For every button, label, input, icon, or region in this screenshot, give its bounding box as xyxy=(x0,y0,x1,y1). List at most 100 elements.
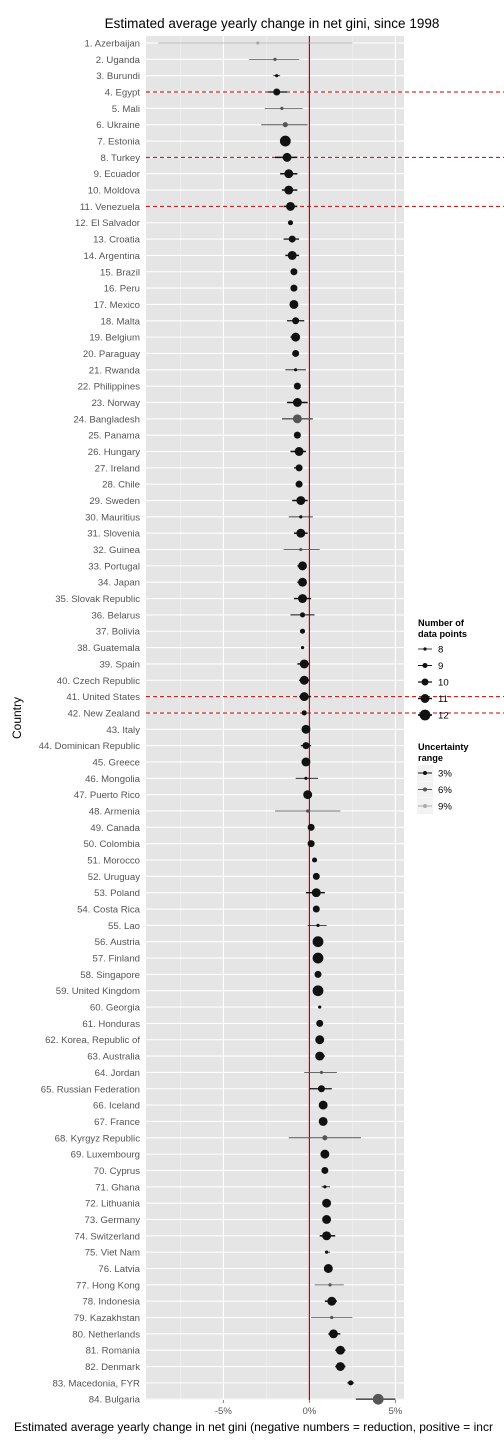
country-label: 6. Ukraine xyxy=(96,120,140,131)
country-label: 13. Croatia xyxy=(93,235,141,246)
legend-size-key xyxy=(421,694,430,703)
country-label: 78. Indonesia xyxy=(82,1297,140,1308)
country-label: 18. Malta xyxy=(101,316,141,327)
country-point xyxy=(373,1394,384,1405)
country-label: 28. Chile xyxy=(102,480,140,491)
chart-title: Estimated average yearly change in net g… xyxy=(105,16,440,31)
country-label: 77. Hong Kong xyxy=(76,1280,140,1291)
country-point xyxy=(292,317,299,324)
legend-size-label: 11 xyxy=(438,694,448,705)
country-point xyxy=(306,809,309,812)
country-label: 7. Estonia xyxy=(97,137,140,148)
country-point xyxy=(313,873,320,880)
country-point xyxy=(300,612,305,617)
country-point xyxy=(300,692,309,701)
country-label: 71. Ghana xyxy=(95,1182,140,1193)
country-point xyxy=(299,515,302,518)
country-label: 15. Brazil xyxy=(100,267,140,278)
country-point xyxy=(294,368,297,371)
country-label: 73. Germany xyxy=(85,1215,141,1226)
country-point xyxy=(308,840,315,847)
legend-size-title: data points xyxy=(418,629,467,639)
country-label: 72. Lithuania xyxy=(85,1199,141,1210)
country-point xyxy=(313,906,320,913)
country-label: 68. Kyrgyz Republic xyxy=(55,1133,141,1144)
country-label: 67. France xyxy=(94,1117,140,1128)
country-point xyxy=(323,1185,326,1188)
country-label: 64. Jordan xyxy=(95,1068,140,1079)
country-label: 17. Mexico xyxy=(94,300,140,311)
country-point xyxy=(300,676,309,685)
country-point xyxy=(295,447,304,456)
country-point xyxy=(316,924,319,927)
legend-size-key xyxy=(422,663,427,668)
country-label: 51. Morocco xyxy=(87,856,140,867)
country-label: 81. Romania xyxy=(86,1346,141,1357)
country-point xyxy=(329,1329,338,1338)
country-label: 40. Czech Republic xyxy=(57,676,140,687)
country-label: 30. Mauritius xyxy=(85,512,140,523)
country-point xyxy=(294,432,301,439)
country-label: 56. Austria xyxy=(95,937,141,948)
country-label: 42. New Zealand xyxy=(67,708,140,719)
country-label: 80. Netherlands xyxy=(72,1329,140,1340)
country-label: 33. Portugal xyxy=(88,561,140,572)
legend-size-title: Number of xyxy=(418,618,465,628)
legend-size-label: 10 xyxy=(438,678,449,689)
country-label: 38. Guatemala xyxy=(77,643,141,654)
legend-size-key xyxy=(422,679,429,686)
x-axis-label: Estimated average yearly change in net g… xyxy=(14,1420,493,1434)
country-label: 11. Venezuela xyxy=(80,202,141,213)
country-point xyxy=(283,153,292,162)
legend-size-label: 9 xyxy=(438,661,443,672)
country-label: 53. Poland xyxy=(94,888,140,899)
country-label: 82. Denmark xyxy=(85,1362,140,1373)
country-label: 29. Sweden xyxy=(89,496,140,507)
country-point xyxy=(288,251,297,260)
country-point xyxy=(291,333,300,342)
country-label: 54. Costa Rica xyxy=(77,905,141,916)
country-label: 46. Mongolia xyxy=(85,774,141,785)
country-label: 9. Ecuador xyxy=(94,169,141,180)
legend-color-label: 6% xyxy=(438,785,452,796)
x-tick-label: 0% xyxy=(302,1406,316,1417)
country-point xyxy=(280,107,283,110)
y-axis-label: Country xyxy=(10,697,24,739)
country-point xyxy=(299,548,302,551)
country-point xyxy=(304,777,307,780)
country-label: 76. Latvia xyxy=(98,1264,140,1275)
legend-color-key xyxy=(423,804,427,808)
country-point xyxy=(315,971,322,978)
country-point xyxy=(303,790,312,799)
country-point xyxy=(273,58,276,61)
country-point xyxy=(319,1117,328,1126)
country-point xyxy=(284,169,293,178)
country-label: 36. Belarus xyxy=(91,610,140,621)
country-point xyxy=(293,398,302,407)
country-point xyxy=(316,1020,323,1027)
country-label: 43. Italy xyxy=(106,725,140,736)
country-label: 49. Canada xyxy=(90,823,140,834)
country-point xyxy=(256,41,259,44)
country-label: 22. Philippines xyxy=(78,382,141,393)
country-point xyxy=(302,710,307,715)
country-point xyxy=(290,285,297,292)
legend-color-label: 3% xyxy=(438,769,452,780)
country-point xyxy=(293,414,302,423)
country-point xyxy=(312,857,317,862)
country-label: 74. Switzerland xyxy=(74,1231,140,1242)
country-label: 60. Georgia xyxy=(90,1003,141,1014)
country-label: 4. Egypt xyxy=(105,88,141,99)
plot-panel xyxy=(146,36,404,1400)
country-label: 34. Japan xyxy=(98,578,140,589)
country-label: 20. Paraguay xyxy=(83,349,140,360)
country-label: 10. Moldova xyxy=(88,186,141,197)
country-label: 79. Kazakhstan xyxy=(74,1313,140,1324)
country-point xyxy=(336,1362,345,1371)
country-point xyxy=(320,1071,323,1074)
country-label: 23. Norway xyxy=(91,398,140,409)
country-point xyxy=(296,496,305,505)
country-label: 8. Turkey xyxy=(101,153,141,164)
country-point xyxy=(302,742,309,749)
country-point xyxy=(286,202,295,211)
